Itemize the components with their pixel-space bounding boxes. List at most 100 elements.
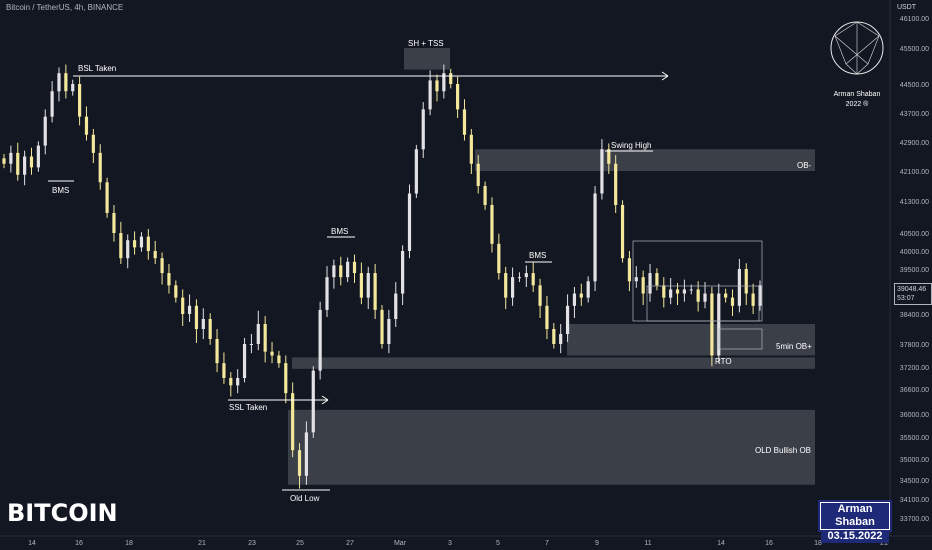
logo-year: 2022 ®	[846, 100, 870, 108]
x-tick-label: 21	[198, 540, 206, 547]
candle-body	[538, 285, 542, 306]
candle-body	[263, 324, 267, 352]
candle-body	[29, 156, 34, 168]
x-tick-label: 21	[880, 540, 888, 547]
candle-body	[57, 73, 61, 92]
candle-body	[442, 73, 446, 92]
candle-body	[194, 305, 199, 329]
y-tick-label: 40000.00	[900, 249, 929, 256]
annotation-label: SH + TSS	[408, 39, 444, 48]
bsl-arrowhead	[661, 71, 669, 77]
y-tick-label: 41300.00	[900, 199, 929, 206]
candle-body	[167, 273, 171, 286]
x-tick-label: 23	[248, 540, 256, 547]
candle-body	[297, 450, 302, 476]
y-tick-label: 33700.00	[900, 516, 929, 523]
candle-body	[545, 305, 549, 329]
x-tick-label: 9	[595, 540, 599, 547]
y-tick-label: 45500.00	[900, 46, 929, 53]
x-tick-label: 16	[75, 540, 83, 547]
candle-body	[71, 84, 75, 92]
candle-body	[421, 109, 425, 150]
candle-body	[669, 289, 673, 298]
candle-body	[428, 80, 432, 110]
candle-body	[614, 163, 618, 205]
chart-title: BITCOIN	[7, 499, 118, 527]
candle-body	[16, 152, 20, 175]
candle-body	[435, 80, 439, 92]
candle-body	[524, 273, 528, 278]
candle-body	[593, 193, 597, 282]
annotation-label: 5min OB+	[776, 342, 812, 351]
candle-body	[270, 351, 274, 356]
candle-body	[414, 149, 418, 194]
candle-body	[23, 156, 27, 175]
y-tick-label: 44500.00	[900, 82, 929, 89]
candle-body	[449, 73, 453, 84]
y-tick-label: 37800.00	[900, 342, 929, 349]
candle-body	[181, 297, 185, 314]
x-tick-label: 18	[814, 540, 822, 547]
zone-sh-tss	[404, 48, 450, 70]
annotation-label: SSL Taken	[229, 403, 267, 412]
candle-body	[105, 182, 109, 213]
candle-body	[366, 273, 370, 298]
annotation-label: BMS	[52, 186, 69, 195]
candle-body	[126, 240, 130, 259]
candle-body	[277, 355, 281, 364]
candle-body	[36, 145, 40, 168]
candle-body	[311, 370, 315, 433]
y-tick-label: 36000.00	[900, 412, 929, 419]
range-box	[646, 285, 760, 322]
candle-body	[504, 273, 508, 298]
x-tick-label: Mar	[394, 540, 407, 547]
candle-body	[2, 158, 6, 164]
candle-body	[139, 236, 144, 248]
candle-body	[222, 363, 226, 378]
x-tick-label: 7	[545, 540, 549, 547]
price-unit-label: USDT	[896, 4, 916, 11]
candle-body	[132, 240, 137, 248]
candle-body	[256, 324, 260, 344]
candle-body	[64, 73, 68, 92]
candle-body	[703, 293, 707, 302]
candle-body	[78, 84, 82, 117]
candle-body	[586, 281, 590, 298]
candle-body	[187, 305, 192, 314]
candle-body	[682, 289, 686, 294]
candle-body	[291, 393, 295, 451]
zone-ob-	[475, 149, 815, 171]
candle-body	[304, 432, 308, 476]
annotation-label: BMS	[529, 251, 546, 260]
candle-body	[483, 186, 487, 205]
last-price-label: 39048.46 53:07	[894, 283, 932, 305]
candle-body	[607, 149, 611, 164]
candle-body	[352, 261, 357, 274]
candle-body	[146, 236, 150, 251]
candle-body	[737, 269, 741, 306]
stamp-date: 03.15.2022	[821, 530, 889, 543]
candle-body	[648, 273, 652, 294]
candle-body	[552, 329, 556, 344]
y-tick-label: 36600.00	[900, 387, 929, 394]
last-price-countdown: 53:07	[897, 295, 915, 302]
range-box	[718, 328, 763, 350]
candle-body	[394, 293, 398, 319]
zone-rto	[292, 357, 815, 369]
candle-body	[710, 293, 714, 356]
candle-body	[9, 152, 13, 164]
ssl-arrowhead	[321, 395, 329, 401]
annotation-label: OB-	[797, 161, 812, 170]
brain-logo-icon: Arman Shaban 2022 ®	[830, 21, 884, 108]
stamp-author: Arman Shaban	[821, 503, 889, 529]
annotation-label: Swing High	[611, 141, 651, 150]
candle-body	[641, 277, 645, 294]
candle-body	[689, 289, 693, 291]
candle-body	[249, 344, 254, 345]
logo-name: Arman Shaban	[834, 91, 881, 98]
candle-body	[208, 319, 212, 339]
candle-body	[318, 309, 322, 371]
candle-body	[401, 251, 405, 294]
x-tick-label: 14	[717, 540, 725, 547]
